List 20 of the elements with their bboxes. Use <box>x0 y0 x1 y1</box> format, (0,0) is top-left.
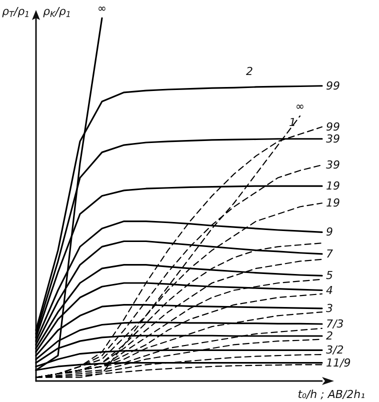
series-label: 4 <box>326 284 333 297</box>
series-label: 3 <box>326 302 333 315</box>
series-label: 7/3 <box>326 318 344 331</box>
series-label: 2 <box>326 329 333 342</box>
series-label: 5 <box>326 269 333 282</box>
annotation: 2 <box>246 65 253 78</box>
series-label: ∞ <box>295 100 305 114</box>
annotation: 1 <box>289 116 296 129</box>
series-label: 39 <box>326 132 340 146</box>
series-label: 19 <box>326 196 340 210</box>
series-label: 7 <box>326 247 333 260</box>
x-axis-title: t₀/h ; AB/2h₁ <box>298 388 366 401</box>
series-label: 99 <box>326 120 340 134</box>
series-label: 11/9 <box>326 356 351 370</box>
series-label: 39 <box>326 158 340 172</box>
series-label: 99 <box>326 79 340 92</box>
series-label: 9 <box>326 226 333 239</box>
series-label: ∞ <box>97 2 107 15</box>
series-label: 19 <box>326 180 340 193</box>
series-label: 3/2 <box>326 344 344 357</box>
